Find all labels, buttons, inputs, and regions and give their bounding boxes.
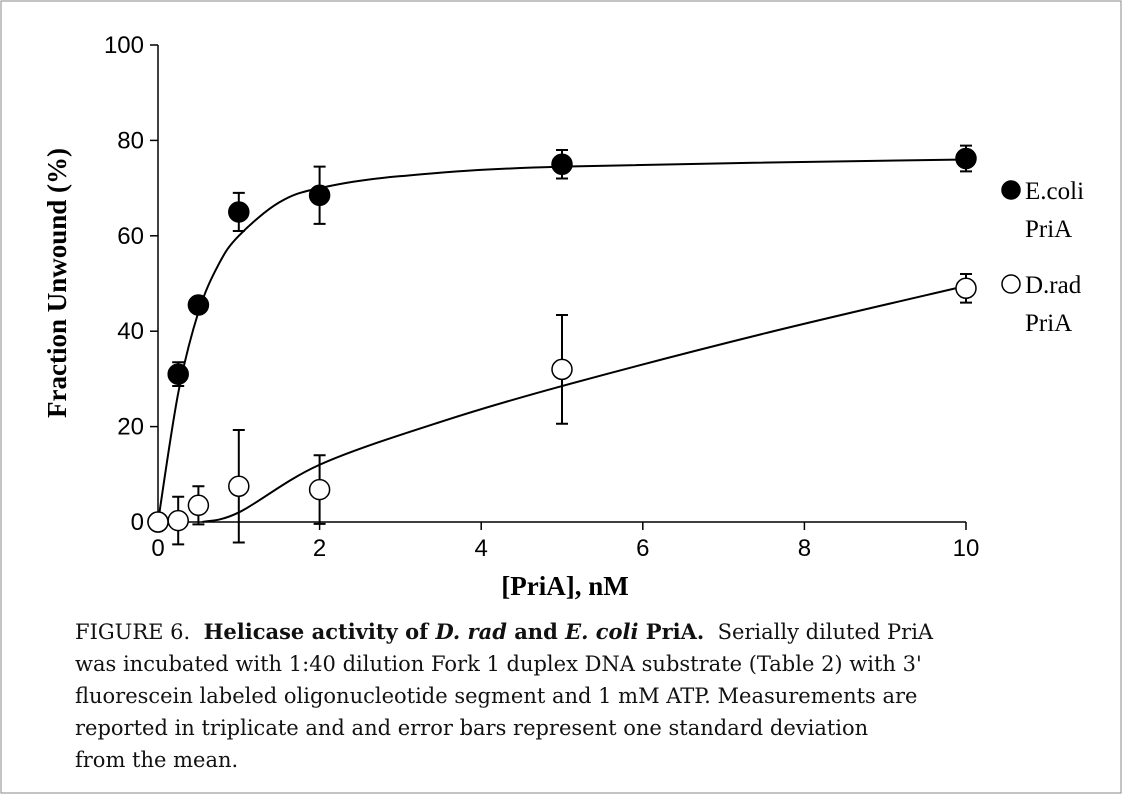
data-point (308, 478, 331, 501)
legend-label-line: D.rad (1025, 272, 1082, 299)
caption-line: reported in triplicate and and error bar… (75, 716, 869, 740)
x-tick-label: 6 (636, 535, 649, 562)
data-point (167, 509, 189, 532)
caption-title: and (506, 619, 566, 644)
data-point (955, 277, 977, 300)
data-point (551, 358, 573, 381)
x-axis-title: [PriA], nM (501, 571, 628, 601)
legend-label-line: E.coli (1025, 178, 1084, 205)
legend-label: E.coli PriA (1025, 178, 1084, 243)
legend-label-line: PriA (1025, 310, 1072, 337)
data-point (551, 153, 573, 175)
caption-title: Helicase activity of (203, 619, 436, 644)
y-tick-label: 40 (117, 318, 144, 345)
data-point (955, 147, 977, 170)
caption-line: fluorescein labeled oligonucleotide segm… (75, 684, 918, 708)
y-tick-label: 80 (117, 127, 144, 154)
y-axis-title: Fraction Unwound (%) (42, 148, 72, 418)
legend-marker (1001, 274, 1021, 294)
data-point (147, 511, 169, 533)
y-tick-label: 60 (117, 223, 144, 250)
caption-title: PriA. (638, 619, 705, 644)
x-tick-label: 10 (953, 535, 980, 562)
x-tick-label: 8 (798, 535, 811, 562)
legend-label-line: PriA (1025, 216, 1072, 243)
caption-title: E. coli (565, 619, 639, 644)
data-point (187, 494, 210, 517)
caption-title: D. rad (435, 619, 507, 644)
y-tick-label: 100 (104, 32, 144, 59)
data-point (187, 294, 210, 316)
legend-label: D.rad PriA (1025, 272, 1082, 337)
caption: FIGURE 6. Helicase activity of D. rad an… (75, 616, 933, 776)
data-point (228, 475, 250, 497)
y-tick-label: 20 (117, 414, 144, 441)
caption-line: from the mean. (75, 748, 239, 772)
legend-marker (1001, 180, 1021, 200)
fit-curve (202, 284, 967, 523)
caption-label: FIGURE 6. (75, 620, 191, 644)
x-tick-label: 0 (151, 535, 164, 562)
caption-line: was incubated with 1:40 dilution Fork 1 … (75, 652, 922, 676)
x-tick-label: 2 (313, 535, 326, 562)
x-tick-label: 4 (475, 535, 488, 562)
data-point (228, 201, 250, 223)
y-tick-label: 0 (131, 509, 144, 536)
fit-curve (157, 158, 967, 523)
data-point (308, 184, 331, 207)
caption-line: Serially diluted PriA (717, 620, 934, 644)
data-point (167, 363, 189, 385)
